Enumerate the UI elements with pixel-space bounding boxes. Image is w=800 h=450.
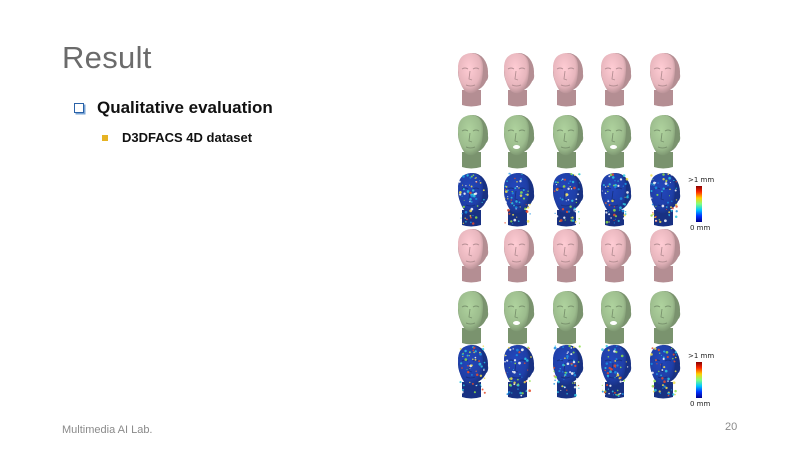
face-render-error-map [504,345,535,399]
footer-lab-name: Multimedia AI Lab. [62,424,153,436]
face-render-error-map [504,172,535,227]
slide-title: Result [62,40,152,75]
colorbar-max-label: >1 mm [688,176,715,184]
face-render-reconstruction [601,291,632,345]
colorbar-max-label: >1 mm [688,352,715,360]
face-render-target-mesh [650,53,681,107]
face-render-reconstruction [553,115,584,169]
face-render-target-mesh [504,229,535,283]
face-render-error-map [601,344,632,399]
colorbar-min-label: 0 mm [690,400,711,408]
face-render-reconstruction [458,291,489,345]
face-render-error-map [553,344,584,399]
square-bullet-icon [102,134,108,141]
bullet-qualitative-label: Qualitative evaluation [97,98,273,117]
bullet-dataset-label: D3DFACS 4D dataset [122,130,253,145]
error-colorbar [696,186,702,222]
face-render-target-mesh [458,229,489,283]
face-render-error-map [458,345,489,399]
bullet-dataset: D3DFACS 4D dataset [102,130,252,145]
error-colorbar [696,362,702,398]
face-render-reconstruction [458,115,489,169]
face-render-target-mesh [458,53,489,107]
face-render-target-mesh [553,229,584,283]
face-render-reconstruction [601,115,632,169]
face-render-reconstruction [553,291,584,345]
checkbox-bullet-icon [74,103,84,113]
face-render-target-mesh [601,229,632,283]
colorbar-min-label: 0 mm [690,224,711,232]
face-render-reconstruction [650,291,681,345]
face-render-reconstruction [504,291,535,345]
face-render-error-map [458,173,489,227]
face-render-error-map [553,173,584,227]
face-render-target-mesh [650,229,681,283]
face-render-error-map [650,345,681,399]
face-render-reconstruction [504,115,535,169]
face-render-target-mesh [553,53,584,107]
face-render-error-map [601,173,632,227]
face-results-figure: >1 mm 0 mm >1 mm 0 mm [444,46,716,408]
face-render-target-mesh [504,53,535,107]
bullet-qualitative: Qualitative evaluation [74,98,273,118]
page-number: 20 [725,421,738,433]
face-render-error-map [650,173,681,227]
face-render-reconstruction [650,115,681,169]
face-render-target-mesh [601,53,632,107]
